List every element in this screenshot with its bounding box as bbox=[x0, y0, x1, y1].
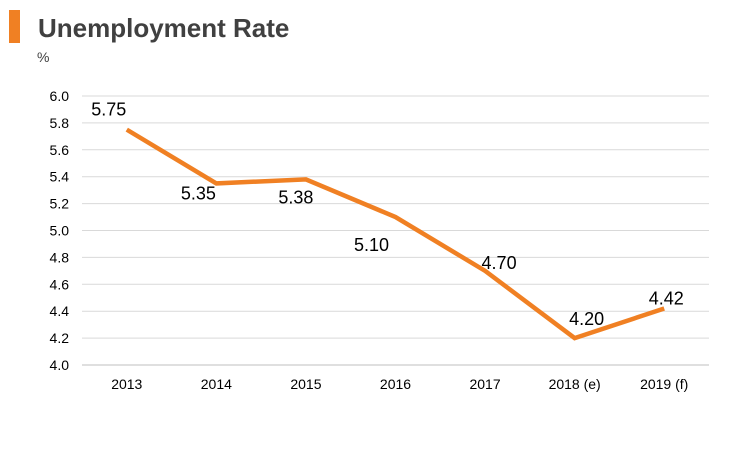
y-axis-ticks: 4.0 4.2 4.4 4.6 4.8 5.0 5.2 5.4 5.6 5.8 6.0 bbox=[50, 88, 70, 373]
title-accent-bar bbox=[9, 10, 20, 43]
y-tick-label: 6.0 bbox=[50, 88, 70, 104]
y-tick-label: 4.2 bbox=[50, 330, 70, 346]
y-tick-label: 5.4 bbox=[50, 169, 70, 185]
y-tick-label: 4.8 bbox=[50, 249, 70, 265]
x-tick-label: 2015 bbox=[290, 376, 321, 392]
x-tick-label: 2014 bbox=[201, 376, 232, 392]
x-tick-label: 2018 (e) bbox=[549, 376, 601, 392]
data-label: 5.75 bbox=[91, 100, 126, 120]
data-label: 4.70 bbox=[482, 253, 517, 273]
y-tick-label: 5.6 bbox=[50, 142, 70, 158]
y-tick-label: 4.4 bbox=[50, 303, 70, 319]
x-axis-ticks: 2013 2014 2015 2016 2017 2018 (e) 2019 (f) bbox=[111, 376, 688, 392]
y-tick-label: 5.8 bbox=[50, 115, 70, 131]
x-tick-label: 2017 bbox=[469, 376, 500, 392]
x-tick-label: 2016 bbox=[380, 376, 411, 392]
chart-title: Unemployment Rate bbox=[38, 13, 289, 43]
x-tick-label: 2013 bbox=[111, 376, 142, 392]
y-tick-label: 5.0 bbox=[50, 223, 70, 239]
data-labels: 5.75 5.35 5.38 5.10 4.70 4.20 4.42 bbox=[91, 100, 683, 329]
data-label: 5.38 bbox=[278, 187, 313, 207]
data-label: 5.35 bbox=[181, 183, 216, 203]
data-label: 5.10 bbox=[354, 235, 389, 255]
y-tick-label: 4.6 bbox=[50, 276, 70, 292]
y-axis-unit: % bbox=[37, 49, 49, 65]
series-group bbox=[125, 127, 665, 341]
series-line bbox=[125, 127, 665, 341]
y-tick-label: 5.2 bbox=[50, 196, 70, 212]
data-label: 4.20 bbox=[569, 309, 604, 329]
gridlines bbox=[82, 95, 709, 366]
x-tick-label: 2019 (f) bbox=[640, 376, 688, 392]
data-label: 4.42 bbox=[649, 289, 684, 309]
y-tick-label: 4.0 bbox=[50, 357, 70, 373]
